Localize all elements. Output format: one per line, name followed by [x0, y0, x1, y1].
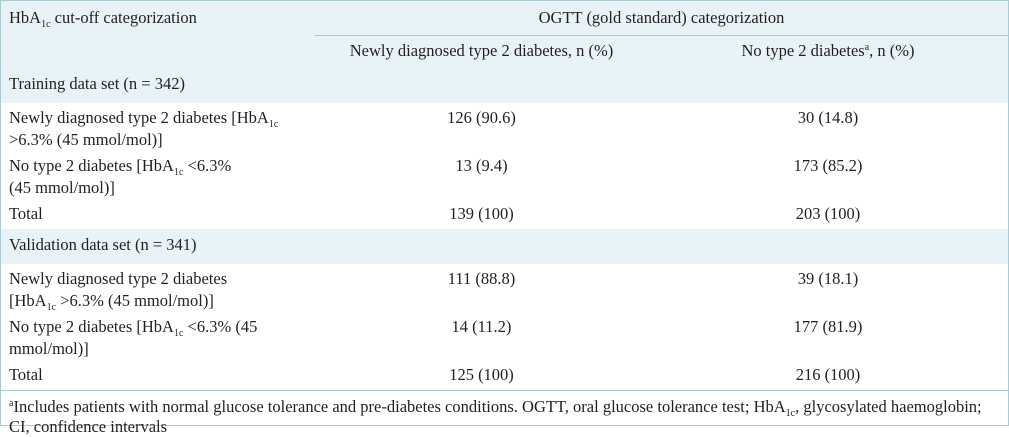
row-label-sub: 1c — [173, 167, 184, 178]
cell-no-diabetes: 203 (100) — [795, 204, 861, 223]
row-label: Newly diagnosed type 2 diabetes [HbA1c >6… — [1, 103, 315, 151]
header-col1-sub: 1c — [41, 19, 51, 30]
footnote-sub: 1c — [785, 408, 796, 419]
cell-no-diabetes: 177 (81.9) — [793, 317, 863, 336]
header-ogtt-group: OGTT (gold standard) categorization — [315, 1, 1008, 36]
header-col1-rest: cut-off categorization — [50, 8, 197, 27]
footnote-marker: a — [9, 398, 14, 409]
header-newly-diagnosed: Newly diagnosed type 2 diabetes, n (%) — [315, 35, 648, 68]
cell-newly-diagnosed: 14 (11.2) — [451, 317, 512, 336]
row-label-total: Total — [9, 204, 43, 223]
row-label-text: Newly diagnosed type 2 diabetes [HbA — [9, 108, 269, 127]
section-row-training: Training data set (n = 342) — [1, 68, 1008, 103]
header-hba1c-cutoff: HbA1c cut-off categorization — [1, 1, 315, 68]
row-label-text: >6.3% (45 mmol/mol)] — [9, 130, 163, 149]
cell-newly-diagnosed: 111 (88.8) — [447, 269, 516, 288]
header-col1-label: HbA — [9, 8, 42, 27]
row-label-text: mmol/mol)] — [9, 339, 89, 358]
table-footnote: aIncludes patients with normal glucose t… — [1, 390, 1008, 437]
cell-newly-diagnosed: 139 (100) — [449, 204, 514, 223]
row-label-sub: 1c — [46, 302, 57, 313]
header-no-diabetes-label: No type 2 diabetes — [741, 41, 865, 60]
header-row-2: Newly diagnosed type 2 diabetes, n (%) N… — [1, 35, 1008, 68]
row-label-text: No type 2 diabetes [HbA — [9, 156, 174, 175]
footnote-text: Includes patients with normal glucose to… — [13, 397, 786, 416]
row-label-text: <6.3% (45 — [183, 317, 258, 336]
categorization-table: HbA1c cut-off categorization OGTT (gold … — [1, 1, 1008, 390]
row-label-text: >6.3% (45 mmol/mol)] — [56, 291, 214, 310]
cell-no-diabetes: 30 (14.8) — [797, 108, 859, 127]
cell-newly-diagnosed: 125 (100) — [449, 365, 514, 384]
section-row-validation: Validation data set (n = 341) — [1, 229, 1008, 264]
cell-newly-diagnosed: 13 (9.4) — [455, 156, 508, 175]
cell-no-diabetes: 173 (85.2) — [793, 156, 863, 175]
section-label-validation: Validation data set (n = 341) — [1, 229, 1008, 264]
row-label: No type 2 diabetes [HbA1c <6.3% (45 mmol/… — [1, 312, 315, 360]
section-label-training: Training data set (n = 342) — [1, 68, 1008, 103]
table-row-total: Total 139 (100) 203 (100) — [1, 199, 1008, 229]
cell-no-diabetes: 216 (100) — [795, 365, 861, 384]
row-label-text: No type 2 diabetes [HbA — [9, 317, 174, 336]
table-row: No type 2 diabetes [HbA1c <6.3% (45 mmol/… — [1, 151, 1008, 199]
row-label: Newly diagnosed type 2 diabetes [HbA1c >6… — [1, 264, 315, 313]
row-label-sub: 1c — [173, 328, 184, 339]
row-label-text: Newly diagnosed type 2 diabetes — [9, 269, 228, 288]
table-row-total: Total 125 (100) 216 (100) — [1, 360, 1008, 390]
cell-newly-diagnosed: 126 (90.6) — [447, 108, 516, 127]
header-no-diabetes: No type 2 diabetesa, n (%) — [648, 35, 1008, 68]
cell-no-diabetes: 39 (18.1) — [797, 269, 859, 288]
row-label: No type 2 diabetes [HbA1c <6.3% (45 mmol/… — [1, 151, 315, 199]
row-label-total: Total — [9, 365, 43, 384]
header-row-1: HbA1c cut-off categorization OGTT (gold … — [1, 1, 1008, 68]
header-no-diabetes-sup: a — [864, 42, 870, 53]
table-row: No type 2 diabetes [HbA1c <6.3% (45 mmol/… — [1, 312, 1008, 360]
row-label-text: (45 mmol/mol)] — [9, 178, 115, 197]
table-row: Newly diagnosed type 2 diabetes [HbA1c >6… — [1, 103, 1008, 151]
row-label-sub: 1c — [268, 119, 279, 130]
header-no-diabetes-post: , n (%) — [869, 41, 915, 60]
row-label-text: <6.3% — [183, 156, 232, 175]
table-row: Newly diagnosed type 2 diabetes [HbA1c >6… — [1, 264, 1008, 313]
row-label-text: [HbA — [9, 291, 47, 310]
